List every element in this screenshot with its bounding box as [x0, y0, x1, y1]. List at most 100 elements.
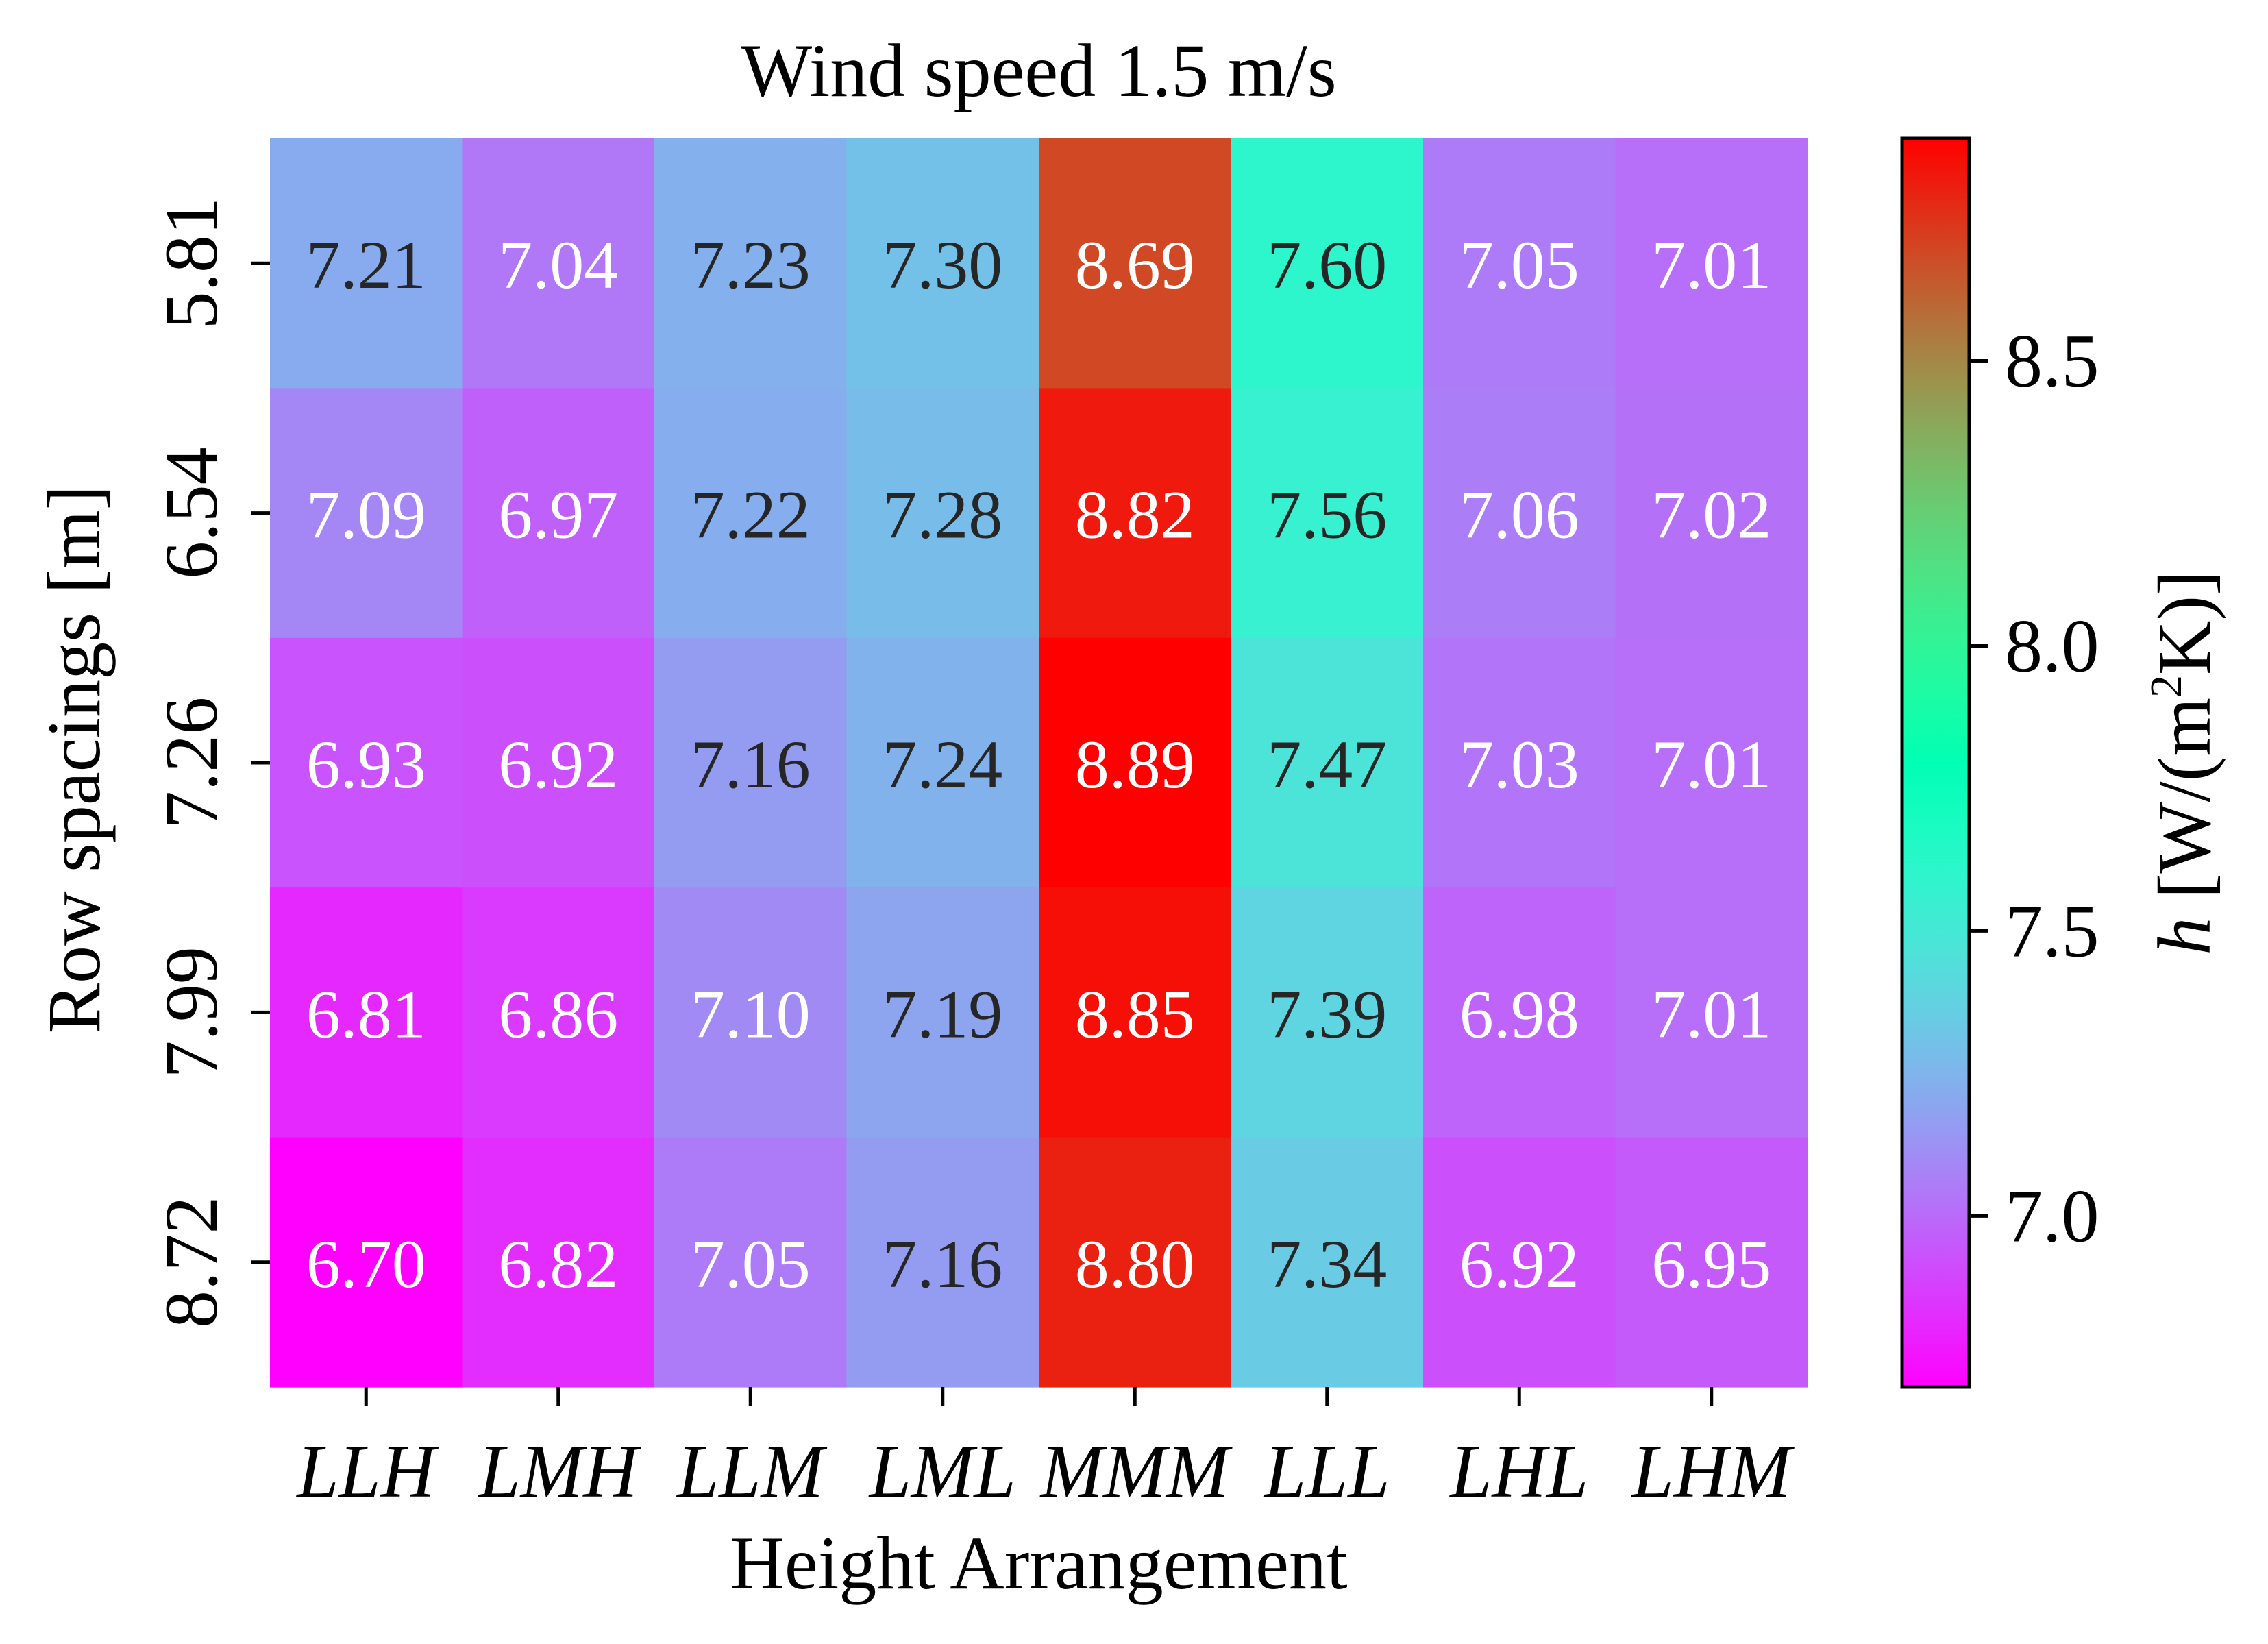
- heatmap-cell-labels: 7.21 7.04 7.23 7.30 8.69 7.60 7.05 7.01 7.09 6.97…: [306, 227, 1772, 1302]
- y-tick-label: 6.54: [149, 447, 233, 579]
- heatmap-cell: [654, 138, 848, 389]
- cell-value-label: 7.19: [883, 976, 1002, 1052]
- x-axis-label: Height Arrangement: [730, 1521, 1347, 1605]
- heatmap-cell: [846, 138, 1039, 389]
- heatmap-cell: [270, 1137, 463, 1388]
- colorbar-label: h [W/(m2K)]: [2141, 570, 2226, 955]
- heatmap-cell: [1615, 1137, 1808, 1388]
- heatmap-cell: [270, 138, 463, 389]
- heatmap-cell: [1423, 637, 1616, 888]
- heatmap-cell: [462, 138, 655, 389]
- colorbar-tick-label: 7.5: [2005, 889, 2099, 972]
- cell-value-label: 7.60: [1267, 227, 1387, 303]
- y-tick-label: 7.99: [149, 946, 233, 1079]
- cell-value-label: 6.86: [498, 976, 618, 1052]
- heatmap-cell: [1039, 388, 1232, 639]
- cell-value-label: 6.95: [1651, 1226, 1771, 1302]
- cell-value-label: 7.04: [498, 227, 618, 303]
- colorbar-label-symbol: h: [2143, 918, 2226, 955]
- cell-value-label: 7.02: [1651, 477, 1771, 553]
- heatmap-cell: [462, 388, 655, 639]
- heatmap-cell: [1615, 887, 1808, 1138]
- x-tick-label: LLL: [1263, 1430, 1390, 1513]
- heatmap-cell: [1615, 388, 1808, 639]
- heatmap-cell: [1423, 887, 1616, 1138]
- cell-value-label: 6.81: [306, 976, 426, 1052]
- y-axis: 5.81 6.54 7.26 7.99 8.72: [149, 197, 270, 1328]
- colorbar-label-unit-end: K)]: [2143, 570, 2226, 675]
- x-tick-label: LMH: [478, 1430, 642, 1513]
- heatmap-cell: [462, 887, 655, 1138]
- cell-value-label: 6.93: [306, 726, 426, 802]
- heatmap-cell: [1039, 637, 1232, 888]
- cell-value-label: 7.05: [1459, 227, 1579, 303]
- heatmap-cells: [270, 138, 1808, 1388]
- y-tick-label: 8.72: [149, 1197, 233, 1329]
- chart-title: Wind speed 1.5 m/s: [741, 29, 1336, 112]
- cell-value-label: 7.01: [1651, 726, 1771, 802]
- heatmap-cell: [270, 887, 463, 1138]
- cell-value-label: 7.28: [883, 477, 1002, 553]
- cell-value-label: 7.47: [1267, 726, 1387, 802]
- cell-value-label: 7.03: [1459, 726, 1579, 802]
- colorbar-ticks: 7.0 7.5 8.0 8.5: [1969, 319, 2099, 1257]
- cell-value-label: 6.97: [498, 477, 618, 553]
- y-axis-label: Row spacings [m]: [32, 485, 116, 1033]
- cell-value-label: 8.89: [1075, 726, 1195, 802]
- cell-value-label: 7.16: [691, 726, 811, 802]
- heatmap-cell: [1615, 138, 1808, 389]
- heatmap-cell: [846, 887, 1039, 1138]
- cell-value-label: 8.82: [1075, 477, 1195, 553]
- heatmap-cell: [1231, 887, 1424, 1138]
- cell-value-label: 6.82: [498, 1226, 618, 1302]
- colorbar-label-unit: [W/(m: [2143, 698, 2226, 898]
- heatmap-cell: [654, 887, 848, 1138]
- heatmap-cell: [654, 388, 848, 639]
- cell-value-label: 7.01: [1651, 976, 1771, 1052]
- heatmap-cell: [654, 1137, 848, 1388]
- cell-value-label: 6.92: [498, 726, 618, 802]
- cell-value-label: 6.92: [1459, 1226, 1579, 1302]
- heatmap-cell: [462, 637, 655, 888]
- cell-value-label: 7.16: [883, 1226, 1002, 1302]
- cell-value-label: 7.34: [1267, 1226, 1387, 1302]
- heatmap-cell: [1039, 887, 1232, 1138]
- heatmap-cell: [1423, 1137, 1616, 1388]
- heatmap-cell: [846, 637, 1039, 888]
- y-tick-label: 5.81: [149, 197, 233, 330]
- cell-value-label: 7.30: [883, 227, 1002, 303]
- x-tick-label: LHL: [1449, 1430, 1588, 1513]
- x-tick-label: LLH: [295, 1430, 439, 1513]
- cell-value-label: 7.06: [1459, 477, 1579, 553]
- heatmap-cell: [654, 637, 848, 888]
- cell-value-label: 7.05: [691, 1226, 811, 1302]
- heatmap-cell: [1615, 637, 1808, 888]
- heatmap-cell: [846, 388, 1039, 639]
- x-tick-label: MMM: [1039, 1430, 1233, 1513]
- x-tick-label: LHM: [1631, 1430, 1795, 1513]
- cell-value-label: 8.85: [1075, 976, 1195, 1052]
- y-tick-label: 7.26: [149, 697, 233, 829]
- cell-value-label: 7.21: [306, 227, 426, 303]
- heatmap-cell: [846, 1137, 1039, 1388]
- heatmap-cell: [1231, 1137, 1424, 1388]
- heatmap-cell: [1231, 637, 1424, 888]
- cell-value-label: 7.09: [306, 477, 426, 553]
- heatmap-cell: [1231, 388, 1424, 639]
- colorbar-tick-label: 7.0: [2005, 1174, 2099, 1257]
- heatmap-cell: [1423, 388, 1616, 639]
- heatmap-cell: [1423, 138, 1616, 389]
- heatmap-cell: [1039, 1137, 1232, 1388]
- cell-value-label: 7.56: [1267, 477, 1387, 553]
- colorbar-label-superscript: 2: [2141, 675, 2191, 698]
- cell-value-label: 7.23: [691, 227, 811, 303]
- colorbar-tick-label: 8.5: [2005, 319, 2099, 402]
- heatmap-cell: [462, 1137, 655, 1388]
- heatmap-cell: [1039, 138, 1232, 389]
- heatmap-cell: [270, 637, 463, 888]
- cell-value-label: 8.80: [1075, 1226, 1195, 1302]
- colorbar: [1900, 136, 1971, 1389]
- cell-value-label: 6.70: [306, 1226, 426, 1302]
- heatmap-cell: [270, 388, 463, 639]
